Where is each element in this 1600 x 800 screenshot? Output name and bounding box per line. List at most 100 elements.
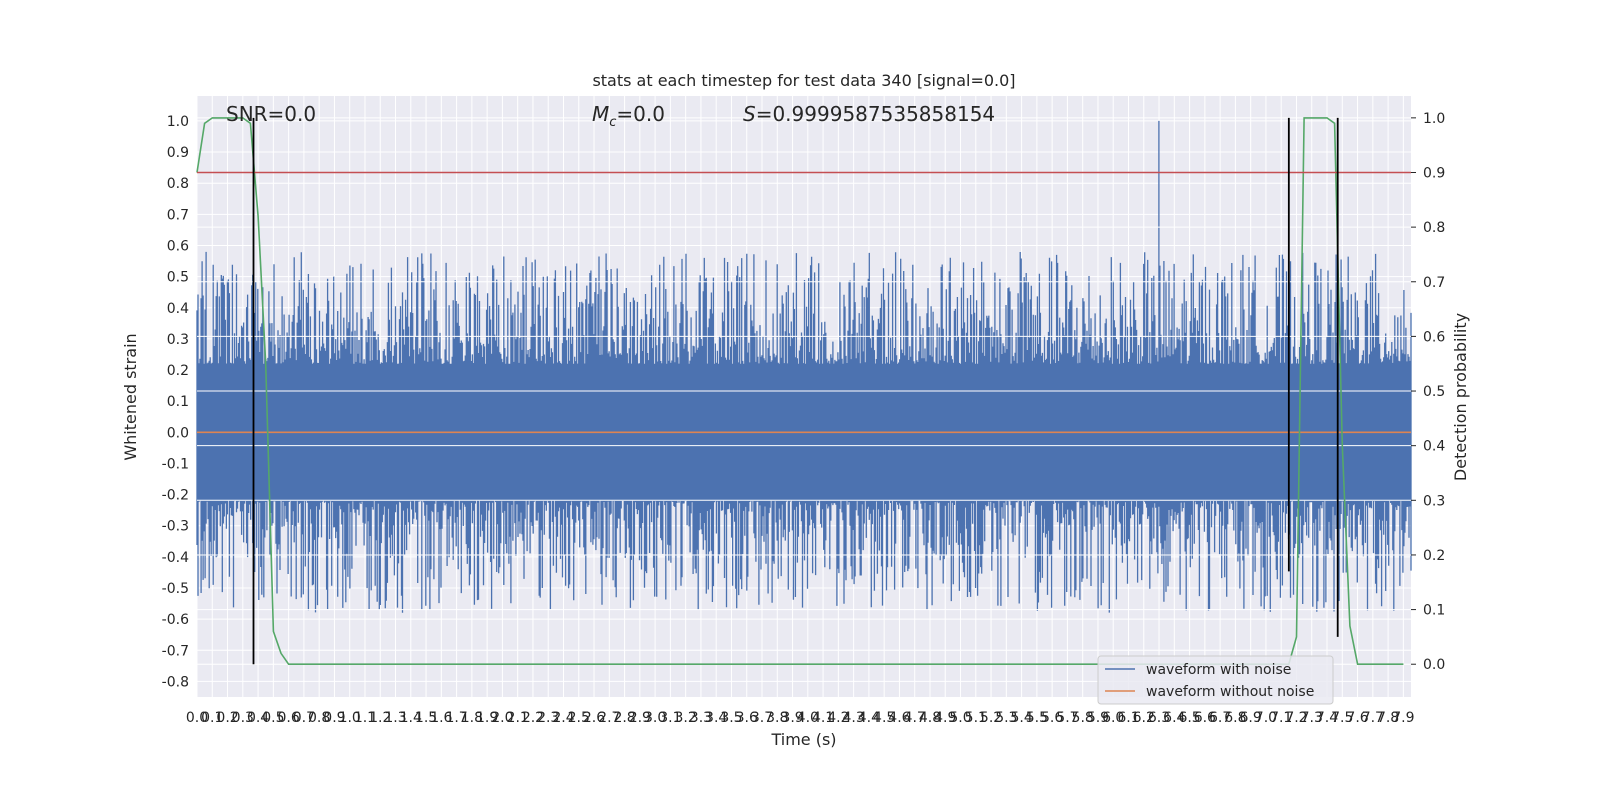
noise-waveform-layer [196,117,1412,665]
y-tick-label: -0.3 [162,519,189,535]
x-tick-label: 6.5 [1178,710,1200,726]
x-tick-label: 2.5 [568,710,590,726]
y2-tick-label: 0.1 [1423,603,1445,619]
y-tick-label: -0.6 [162,612,189,628]
x-tick-label: 1.2 [369,710,391,726]
chirp-mass-symbol: M [592,102,609,126]
x-tick-label: 1.0 [339,710,361,726]
chirp-mass-subscript: c [609,115,616,130]
y-tick-label: -0.5 [162,581,189,597]
x-tick-label: 0.5 [262,710,284,726]
x-tick-label: 4.5 [873,710,895,726]
x-tick-label: 7.3 [1301,710,1323,726]
x-tick-label: 3.7 [751,710,773,726]
x-tick-label: 0.8 [308,710,330,726]
x-tick-label: 7.9 [1392,710,1414,726]
x-tick-label: 7.0 [1255,710,1277,726]
x-tick-label: 0.6 [277,710,299,726]
legend-label-noise: waveform with noise [1146,662,1291,678]
legend: waveform with noise waveform without noi… [1097,655,1334,705]
y2-tick-label: 1.0 [1423,111,1445,127]
x-tick-label: 2.0 [491,710,513,726]
x-tick-label: 1.8 [461,710,483,726]
x-tick-label: 3.3 [690,710,712,726]
y-tick-label: 0.8 [167,176,189,192]
x-tick-label: 2.3 [537,710,559,726]
x-tick-label: 1.7 [445,710,467,726]
x-tick-label: 4.3 [842,710,864,726]
x-tick-label: 0.9 [323,710,345,726]
y2-tick-label: 0.2 [1423,548,1445,564]
x-tick-label: 2.2 [522,710,544,726]
x-tick-label: 3.0 [644,710,666,726]
x-tick-label: 0.3 [232,710,254,726]
x-tick-label: 7.8 [1377,710,1399,726]
x-tick-label: 7.6 [1346,710,1368,726]
chirp-mass-annotation: Mc=0.0 [592,102,665,130]
x-tick-label: 3.2 [675,710,697,726]
x-tick-label: 3.4 [705,710,727,726]
y-tick-label: 0.2 [167,363,189,379]
chart-title: stats at each timestep for test data 340… [592,71,1015,90]
x-tick-label: 4.8 [919,710,941,726]
x-tick-label: 5.2 [980,710,1002,726]
y2-tick-label: 0.5 [1423,384,1445,400]
x-tick-label: 6.8 [1224,710,1246,726]
line-layer [196,117,1411,666]
x-tick-label: 1.3 [384,710,406,726]
y-tick-label: -0.4 [162,550,189,566]
x-tick-label: 3.6 [736,710,758,726]
legend-box [1097,655,1334,705]
y-tick-label: -0.1 [162,456,189,472]
x-tick-label: 4.2 [827,710,849,726]
x-tick-label: 6.7 [1209,710,1231,726]
y2-tick-label: 0.3 [1423,493,1445,509]
y2-tick-label: 0.9 [1423,165,1445,181]
x-tick-label: 6.6 [1194,710,1216,726]
y-tick-label: -0.7 [162,643,189,659]
x-tick-label: 6.9 [1240,710,1262,726]
y2-axis-label: Detection probability [1451,313,1470,481]
tick-label-layer: 0.00.10.20.30.40.50.60.70.80.91.01.11.21… [162,111,1446,726]
y2-tick-label: 0.8 [1423,220,1445,236]
x-tick-label: 5.7 [1056,710,1078,726]
y2-tick-label: 0.4 [1423,439,1445,455]
y-tick-label: 0.1 [167,394,189,410]
y-tick-label: -0.2 [162,488,189,504]
y2-tick-label: 0.6 [1423,329,1445,345]
x-tick-label: 5.1 [965,710,987,726]
x-tick-label: 4.0 [797,710,819,726]
x-tick-label: 6.4 [1163,710,1185,726]
x-tick-label: 5.0 [949,710,971,726]
y-tick-label: 0.3 [167,332,189,348]
y2-tick-label: 0.7 [1423,275,1445,291]
x-tick-label: 2.6 [583,710,605,726]
x-tick-label: 3.5 [720,710,742,726]
x-tick-label: 4.7 [904,710,926,726]
x-tick-label: 7.2 [1285,710,1307,726]
y-tick-label: 1.0 [167,114,189,130]
x-tick-label: 5.8 [1072,710,1094,726]
x-tick-label: 6.3 [1148,710,1170,726]
vertical-marker-layer [252,117,1339,665]
x-tick-label: 1.6 [430,710,452,726]
x-tick-label: 1.9 [476,710,498,726]
y-tick-label: -0.8 [162,674,189,690]
y-tick-label: 0.9 [167,145,189,161]
score-value: =0.9999587535858154 [756,102,995,126]
x-tick-label: 2.4 [552,710,574,726]
series-detection-probability [196,117,1404,666]
x-tick-label: 5.4 [1010,710,1032,726]
x-tick-label: 7.5 [1331,710,1353,726]
x-tick-label: 4.1 [812,710,834,726]
x-tick-label: 4.4 [858,710,880,726]
x-tick-label: 2.7 [598,710,620,726]
chirp-mass-value: =0.0 [616,102,665,126]
x-tick-label: 0.0 [186,710,208,726]
y-tick-label: 0.7 [167,207,189,223]
x-tick-label: 0.1 [201,710,223,726]
x-tick-label: 2.1 [507,710,529,726]
x-tick-label: 5.6 [1041,710,1063,726]
x-tick-label: 4.9 [934,710,956,726]
